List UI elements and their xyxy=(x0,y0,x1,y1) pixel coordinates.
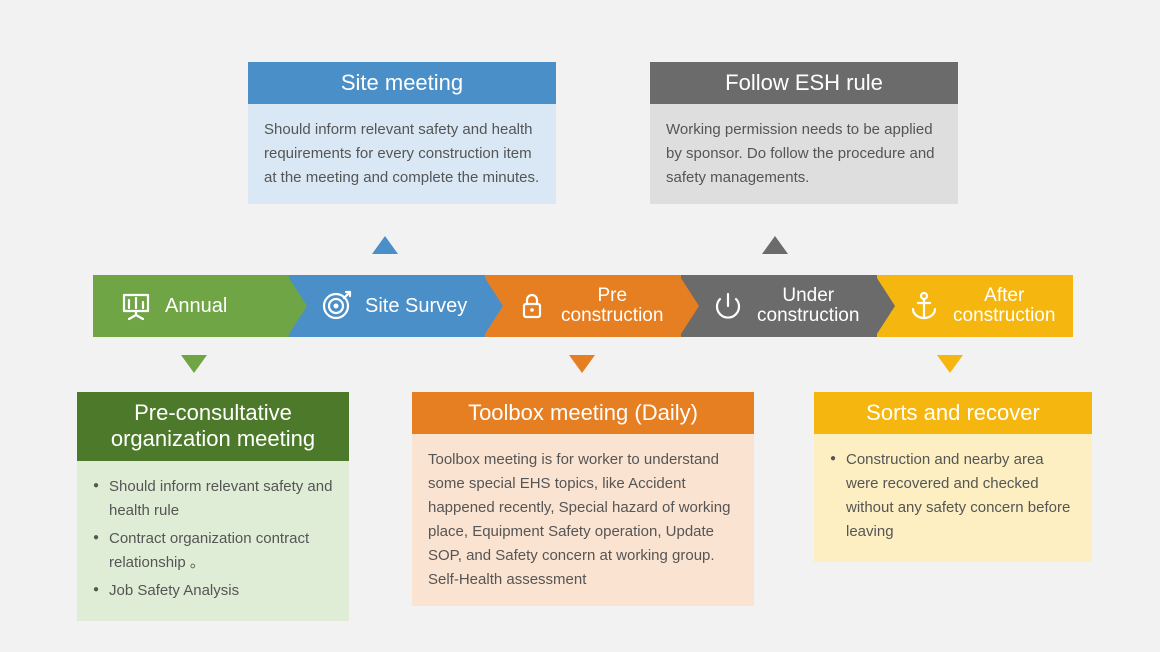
card-site-meeting: Site meeting Should inform relevant safe… xyxy=(248,62,556,204)
list-item: Job Safety Analysis xyxy=(93,579,333,603)
card-title: Follow ESH rule xyxy=(650,62,958,104)
card-title: Toolbox meeting (Daily) xyxy=(412,392,754,434)
pointer-follow-esh xyxy=(762,236,788,254)
card-body: Toolbox meeting is for worker to underst… xyxy=(412,434,754,606)
timeline-step-survey: Site Survey xyxy=(289,275,485,337)
timeline-step-under: Underconstruction xyxy=(681,275,877,337)
timeline-step-pre: Preconstruction xyxy=(485,275,681,337)
target-icon xyxy=(319,289,353,323)
pointer-sorts xyxy=(937,355,963,373)
card-follow-esh: Follow ESH rule Working permission needs… xyxy=(650,62,958,204)
list-item: Should inform relevant safety and health… xyxy=(93,475,333,523)
list-item: Construction and nearby area were recove… xyxy=(830,448,1076,544)
pointer-toolbox xyxy=(569,355,595,373)
card-preconsult: Pre-consultative organization meeting Sh… xyxy=(77,392,349,621)
card-sorts: Sorts and recover Construction and nearb… xyxy=(814,392,1092,562)
card-body: Should inform relevant safety and health… xyxy=(248,104,556,204)
power-icon xyxy=(711,289,745,323)
list-item: Contract organization contract relations… xyxy=(93,527,333,575)
card-body: Should inform relevant safety and health… xyxy=(77,461,349,621)
lock-icon xyxy=(515,289,549,323)
pointer-site-meeting xyxy=(372,236,398,254)
timeline-step-annual: Annual xyxy=(93,275,289,337)
timeline-step-after: Afterconstruction xyxy=(877,275,1073,337)
card-body: Construction and nearby area were recove… xyxy=(814,434,1092,562)
card-body: Working permission needs to be applied b… xyxy=(650,104,958,204)
pointer-preconsult xyxy=(181,355,207,373)
card-title: Sorts and recover xyxy=(814,392,1092,434)
card-title: Pre-consultative organization meeting xyxy=(77,392,349,461)
card-toolbox: Toolbox meeting (Daily) Toolbox meeting … xyxy=(412,392,754,606)
board-icon xyxy=(119,289,153,323)
card-title: Site meeting xyxy=(248,62,556,104)
process-timeline: AnnualSite SurveyPreconstructionUndercon… xyxy=(93,275,1081,337)
anchor-icon xyxy=(907,289,941,323)
